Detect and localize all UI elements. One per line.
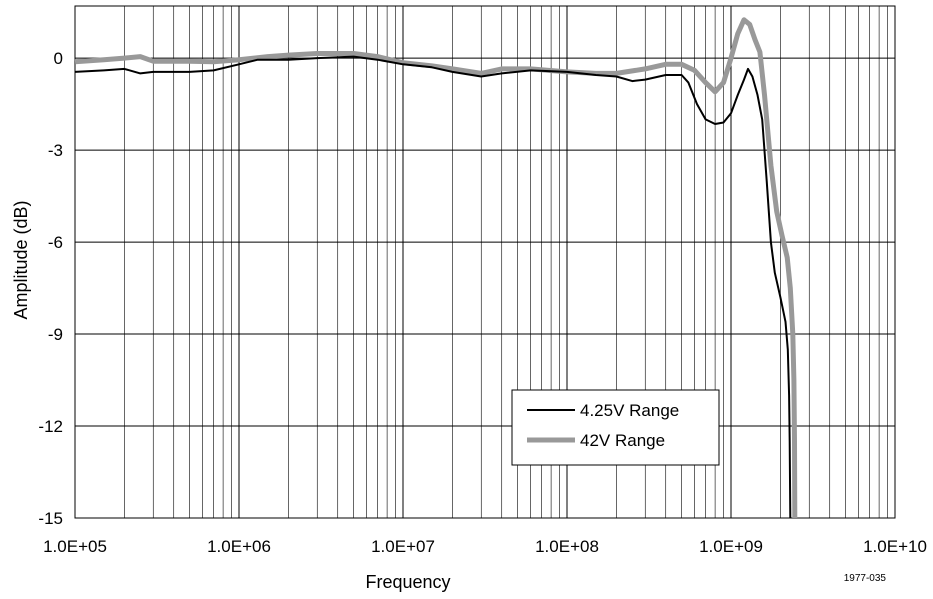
plot-area-frame — [74, 5, 896, 519]
x-tick-label: 1.0E+09 — [699, 537, 763, 556]
y-tick-label: -9 — [48, 325, 63, 344]
legend: 4.25V Range 42V Range — [511, 389, 720, 466]
legend-box — [511, 389, 720, 466]
x-axis-label: Frequency — [365, 572, 450, 592]
series-line-42v — [74, 17, 798, 519]
x-tick-label: 1.0E+08 — [535, 537, 599, 556]
series-layer — [74, 17, 798, 519]
y-tick-label: -6 — [48, 233, 63, 252]
x-tick-label: 1.0E+05 — [43, 537, 107, 556]
y-tick-label: -12 — [38, 417, 63, 436]
x-tick-label: 1.0E+07 — [371, 537, 435, 556]
legend-label-42v: 42V Range — [580, 431, 665, 450]
major-gridlines — [74, 6, 896, 519]
x-tick-labels: 1.0E+05 1.0E+06 1.0E+07 1.0E+08 1.0E+09 1.0E+… — [43, 537, 927, 556]
x-tick-label: 1.0E+10 — [863, 537, 927, 556]
y-tick-label: -3 — [48, 141, 63, 160]
y-axis-label: Amplitude (dB) — [11, 200, 31, 319]
x-tick-label: 1.0E+06 — [207, 537, 271, 556]
figure-id: 1977-035 — [844, 573, 887, 584]
y-tick-labels: 0 -3 -6 -9 -12 -15 — [38, 49, 63, 528]
y-tick-label: -15 — [38, 509, 63, 528]
legend-label-4-25v: 4.25V Range — [580, 401, 679, 420]
series-line-4-25v — [74, 55, 792, 519]
y-tick-label: 0 — [54, 49, 63, 68]
